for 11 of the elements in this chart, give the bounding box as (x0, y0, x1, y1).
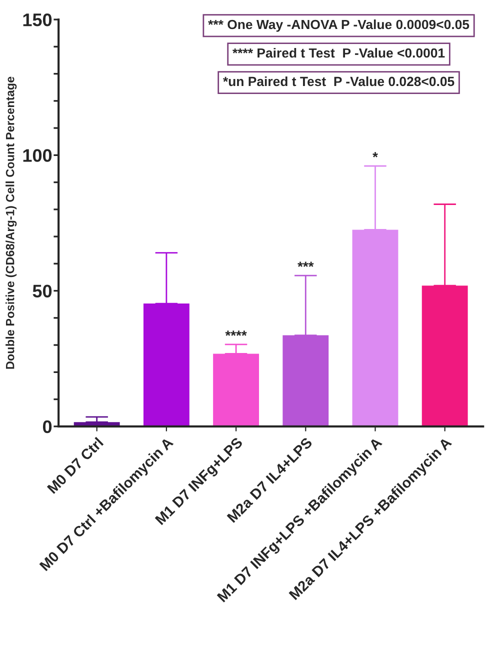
y-tick-label: 50 (32, 284, 52, 298)
y-tick-label: 150 (23, 13, 52, 26)
y-tick-label: 0 (42, 420, 52, 434)
annotation: *** One Way -ANOVA P -Value 0.0009<0.05 (208, 19, 470, 32)
y-tick-label: 100 (23, 149, 52, 162)
annotation: **** (225, 330, 247, 336)
annotation: *** (298, 262, 314, 267)
annotation: *un Paired t Test P -Value 0.028<0.05 (222, 76, 454, 86)
annotation: * (372, 152, 378, 158)
y-axis-title: Double Positive (CD68/Arg-1) Cell Count Percentage (6, 76, 17, 369)
annotation: **** Paired t Test P -Value <0.0001 (232, 48, 445, 58)
